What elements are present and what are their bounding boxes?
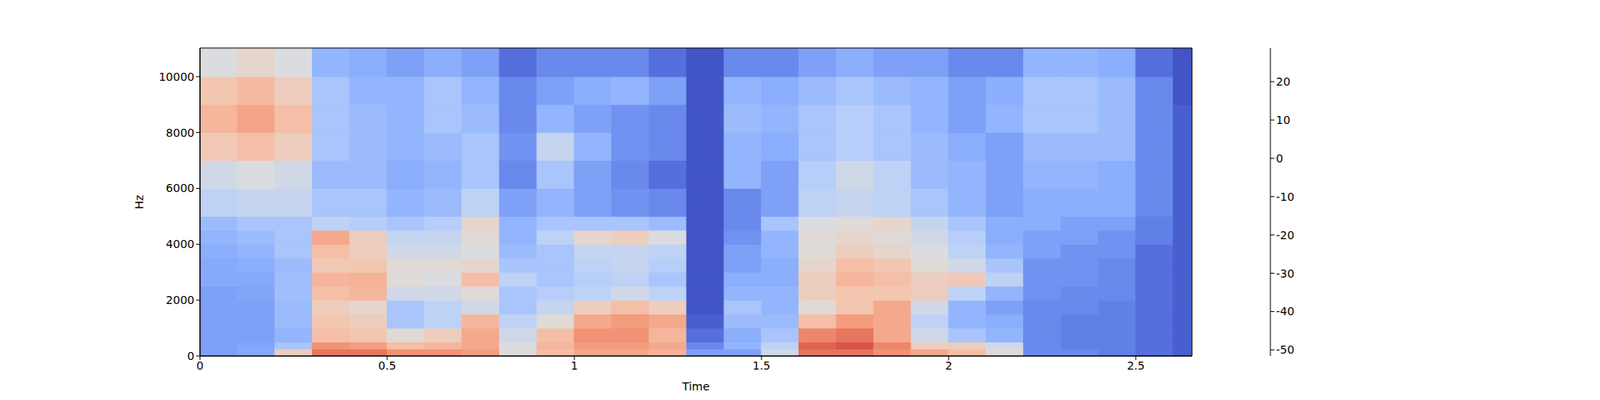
svg-text:8000: 8000 bbox=[165, 126, 195, 140]
svg-text:-30: -30 bbox=[1276, 267, 1295, 280]
svg-text:4000: 4000 bbox=[165, 237, 195, 251]
svg-text:-10: -10 bbox=[1276, 190, 1295, 204]
svg-text:-20: -20 bbox=[1276, 228, 1295, 242]
svg-text:2.5: 2.5 bbox=[1127, 359, 1145, 372]
svg-text:1: 1 bbox=[570, 359, 578, 372]
svg-text:10: 10 bbox=[1276, 113, 1291, 127]
svg-text:Time: Time bbox=[681, 380, 710, 393]
svg-text:-40: -40 bbox=[1276, 304, 1295, 318]
svg-text:10000: 10000 bbox=[158, 70, 195, 84]
svg-text:1.5: 1.5 bbox=[752, 359, 771, 372]
svg-text:20: 20 bbox=[1276, 75, 1291, 88]
svg-text:2: 2 bbox=[944, 359, 952, 372]
svg-text:Hz: Hz bbox=[132, 195, 146, 210]
svg-text:0: 0 bbox=[1276, 152, 1284, 165]
svg-text:2000: 2000 bbox=[165, 293, 195, 307]
svg-text:6000: 6000 bbox=[165, 181, 195, 195]
svg-text:0.5: 0.5 bbox=[378, 359, 396, 372]
svg-text:-50: -50 bbox=[1276, 343, 1295, 356]
svg-text:0: 0 bbox=[187, 349, 195, 363]
svg-text:0: 0 bbox=[196, 359, 204, 372]
